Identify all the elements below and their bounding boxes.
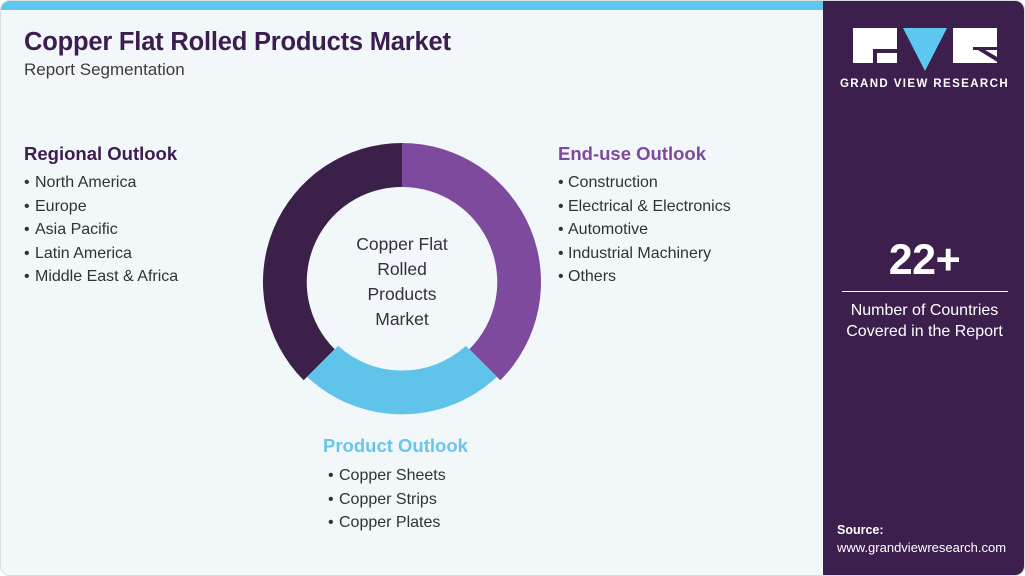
list-item: • Europe bbox=[24, 195, 178, 219]
list-item-label: North America bbox=[35, 174, 137, 191]
stat-label-line-1: Number of Countries bbox=[850, 302, 999, 319]
donut-segment-product bbox=[307, 345, 497, 415]
list-item: • Asia Pacific bbox=[24, 218, 178, 242]
brand-logo: GRAND VIEW RESEARCH bbox=[823, 28, 1024, 90]
logo-wordmark: GRAND VIEW RESEARCH bbox=[839, 78, 1010, 90]
page-subtitle: Report Segmentation bbox=[24, 60, 185, 79]
bullet-icon: • bbox=[558, 174, 564, 191]
list-item-label: Industrial Machinery bbox=[568, 244, 712, 262]
list-item-label: Copper Sheets bbox=[339, 467, 446, 484]
regional-outlook-heading: Regional Outlook bbox=[24, 143, 178, 164]
logo-v-icon bbox=[902, 28, 947, 71]
main-content-area: Copper Flat Rolled Products Market Repor… bbox=[1, 1, 823, 575]
segment-regional-outlook: Regional Outlook • North America • Europe … bbox=[24, 143, 178, 289]
list-item: • Copper Sheets bbox=[323, 464, 468, 488]
logo-marks bbox=[852, 28, 997, 71]
countries-stat: 22+ Number of Countries Covered in the R… bbox=[823, 236, 1024, 342]
enduse-outlook-heading: End-use Outlook bbox=[558, 143, 706, 164]
list-item-label: Copper Strips bbox=[339, 490, 437, 508]
segment-product-outlook: Product Outlook • Copper Sheets • Copper S… bbox=[323, 435, 468, 535]
list-item: • North America bbox=[24, 171, 178, 195]
list-item: • Industrial Machinery bbox=[558, 242, 731, 266]
list-item-label: Electrical & Electronics bbox=[568, 197, 731, 215]
list-item-label: Others bbox=[568, 268, 617, 285]
source-block: Source: www.grandviewresearch.com bbox=[837, 522, 1006, 557]
bullet-icon: • bbox=[328, 490, 334, 508]
top-accent-bar bbox=[1, 1, 823, 10]
list-item: • Electrical & Electronics bbox=[558, 195, 731, 219]
list-item-label: Automotive bbox=[568, 221, 649, 238]
source-title: Source: bbox=[837, 523, 884, 537]
stat-number: 22+ bbox=[888, 236, 961, 284]
logo-r-icon bbox=[952, 28, 997, 63]
bullet-icon: • bbox=[558, 197, 564, 215]
list-item-label: Europe bbox=[35, 197, 87, 215]
bullet-icon: • bbox=[24, 221, 30, 238]
stat-label-line-2: Covered in the Report bbox=[846, 323, 1003, 340]
list-item-label: Latin America bbox=[35, 244, 132, 262]
bullet-icon: • bbox=[558, 268, 564, 285]
product-outlook-heading: Product Outlook bbox=[323, 435, 468, 456]
list-item: • Middle East & Africa bbox=[24, 265, 178, 289]
bullet-icon: • bbox=[24, 244, 30, 262]
bullet-icon: • bbox=[558, 244, 564, 262]
list-item: • Others bbox=[558, 265, 731, 289]
logo-g-icon bbox=[852, 28, 897, 63]
list-item: • Construction bbox=[558, 171, 731, 195]
bullet-icon: • bbox=[24, 268, 30, 285]
source-url[interactable]: www.grandviewresearch.com bbox=[837, 540, 1007, 555]
enduse-outlook-list: • Construction • Electrical & Electronics … bbox=[558, 171, 731, 289]
list-item: • Copper Plates bbox=[323, 511, 468, 535]
bullet-icon: • bbox=[24, 174, 30, 191]
bullet-icon: • bbox=[558, 221, 564, 238]
donut-segment-regional bbox=[262, 143, 402, 381]
bullet-icon: • bbox=[328, 467, 334, 484]
product-outlook-list: • Copper Sheets • Copper Strips • Copper Pl… bbox=[323, 464, 468, 535]
list-item-label: Construction bbox=[568, 174, 658, 191]
list-item: • Automotive bbox=[558, 218, 731, 242]
right-sidebar-panel: GRAND VIEW RESEARCH 22+ Number of Countr… bbox=[823, 1, 1024, 575]
segment-enduse-outlook: End-use Outlook • Construction • Electrica… bbox=[558, 143, 731, 289]
donut-svg bbox=[262, 143, 542, 415]
stat-divider bbox=[841, 291, 1008, 292]
list-item: • Latin America bbox=[24, 242, 178, 266]
regional-outlook-list: • North America • Europe • Asia Pacific • La… bbox=[24, 171, 178, 289]
list-item-label: Middle East & Africa bbox=[35, 268, 179, 285]
list-item-label: Copper Plates bbox=[339, 514, 441, 531]
bullet-icon: • bbox=[328, 514, 334, 531]
page-title: Copper Flat Rolled Products Market bbox=[24, 28, 451, 56]
donut-segment-enduse bbox=[402, 143, 542, 381]
bullet-icon: • bbox=[24, 197, 30, 215]
list-item: • Copper Strips bbox=[323, 488, 468, 512]
segmentation-donut-chart: Copper Flat Rolled Products Market bbox=[259, 139, 545, 425]
list-item-label: Asia Pacific bbox=[35, 221, 118, 238]
